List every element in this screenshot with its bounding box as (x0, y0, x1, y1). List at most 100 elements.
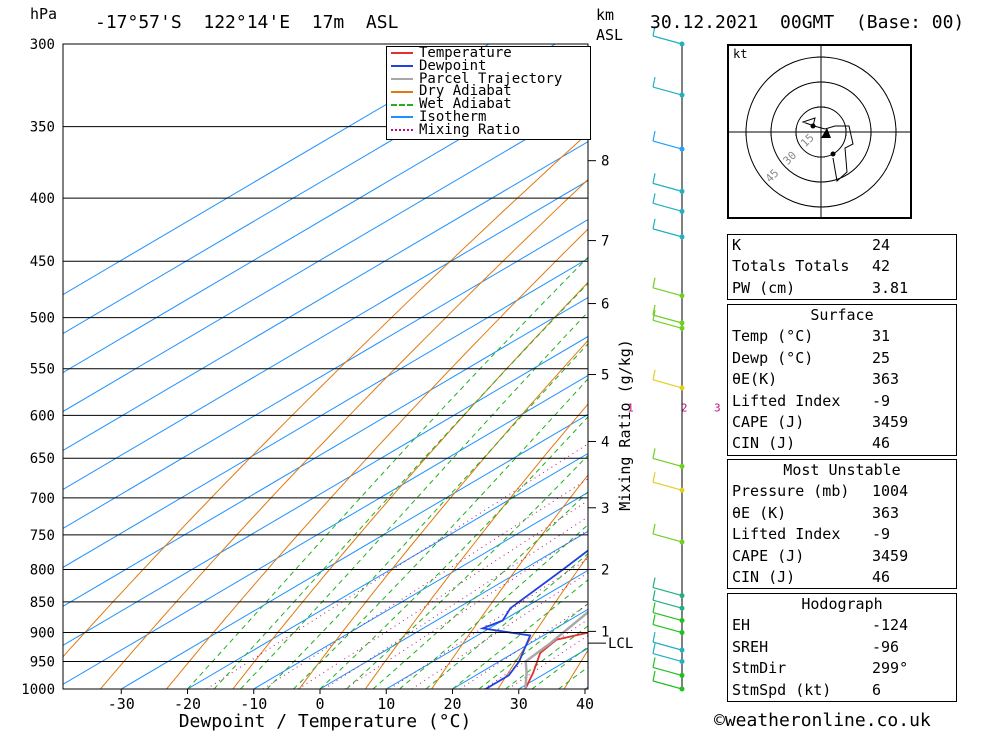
hodograph: 15 30 45 kt (727, 44, 912, 219)
mixing-ratio-label: 3 (714, 401, 721, 414)
x-tick-label: -30 (108, 695, 135, 713)
legend-item: Mixing Ratio (387, 123, 590, 137)
wind-barb-feather (652, 76, 656, 88)
x-tick-label: 10 (377, 695, 395, 713)
table-row: θE (K) 363 (728, 503, 956, 524)
wind-barb (652, 599, 683, 609)
wind-barb-feather (652, 670, 656, 682)
row-key: Lifted Index (732, 525, 841, 544)
wind-barb-feather (652, 472, 656, 483)
mixing-ratio-line (323, 516, 588, 689)
row-key: Temp (°C) (732, 327, 814, 346)
table-row: Lifted Index -9 (728, 524, 956, 545)
wind-barb-feather (652, 523, 656, 535)
isotherm-line (319, 530, 588, 689)
row-key: Pressure (mb) (732, 482, 850, 501)
wind-barb-feather (652, 369, 656, 380)
pressure-tick-label: 700 (30, 491, 55, 507)
wet-adiabat-line (240, 311, 588, 689)
pressure-tick-label: 650 (30, 451, 55, 467)
x-tick-label: -10 (240, 695, 267, 713)
legend-label: Dewpoint (419, 57, 487, 74)
pressure-tick-label: 750 (30, 528, 55, 544)
pressure-tick-label: 1000 (21, 682, 55, 698)
wet-adiabat-line (372, 491, 588, 689)
row-value: 299° (872, 659, 909, 678)
legend-label: Temperature (419, 45, 512, 61)
mixing-ratio-line (344, 529, 588, 689)
wind-barb-feather (652, 590, 656, 601)
legend-swatch (391, 103, 413, 106)
wind-barb (652, 140, 683, 150)
row-value: 6 (872, 680, 882, 699)
x-tick-label: 20 (443, 695, 461, 713)
row-key: θE (K) (732, 503, 787, 522)
wind-barb (652, 287, 683, 297)
table-row: CIN (J) 46 (728, 567, 956, 588)
table-row: EH -124 (728, 615, 956, 636)
surface-table: Surface Temp (°C) 31 Dewp (°C) 25 θE(K) 363 Li… (727, 304, 957, 456)
km-tick-label: 7 (601, 234, 609, 250)
wind-barb (652, 319, 683, 329)
hodograph-title: Hodograph (801, 595, 883, 613)
wind-barb-feather (652, 218, 656, 229)
wind-barb (652, 228, 683, 238)
row-value: -9 (872, 525, 891, 544)
storm-motion-marker (821, 128, 831, 138)
isotherm-line (63, 296, 588, 607)
wind-barb (652, 623, 683, 634)
row-value: 1004 (872, 482, 909, 501)
legend-swatch (391, 65, 413, 68)
wind-barb (652, 533, 683, 543)
wind-barb-feather (652, 657, 656, 668)
wind-barb-feather (652, 602, 656, 613)
wind-barb-feather (652, 193, 656, 204)
wet-adiabat-line (213, 282, 588, 689)
pressure-tick-label: 850 (30, 595, 55, 611)
wind-barb (652, 379, 683, 389)
km-unit: km (596, 6, 615, 24)
legend-label: Parcel Trajectory (419, 70, 563, 87)
dry-adiabat-line (497, 554, 588, 689)
datetime: 30.12.2021 00GMT (Base: 00) (650, 12, 965, 33)
row-key: Totals Totals (732, 257, 850, 276)
km-tick-label: 6 (601, 297, 609, 313)
row-value: -96 (872, 637, 900, 656)
legend-label: Dry Adiabat (419, 83, 512, 100)
pressure-tick-label: 800 (30, 562, 55, 578)
row-value: 3459 (872, 546, 909, 565)
isotherm-line (63, 180, 588, 491)
isotherm-line (63, 44, 490, 296)
isotherm-line (120, 413, 588, 689)
isotherm-line (63, 257, 588, 568)
hodograph-start (810, 123, 816, 129)
x-tick-label: 30 (510, 695, 528, 713)
hodograph-table: Hodograph EH -124 SREH -96 StmDir 299° StmSpd … (727, 593, 957, 702)
row-value: -124 (872, 616, 909, 635)
wind-barb (652, 666, 683, 677)
pressure-tick-label: 600 (30, 408, 55, 424)
legend-swatch (391, 116, 413, 119)
indices-table: K 24 Totals Totals 42 PW (cm) 3.81 (727, 234, 957, 301)
legend-swatch (391, 129, 413, 132)
legend-swatch (391, 52, 413, 55)
pressure-tick-label: 400 (30, 191, 55, 207)
mixing-ratio-label: 1 (627, 401, 634, 414)
km-tick-label: 8 (601, 154, 609, 170)
table-row: Pressure (mb) 1004 (728, 481, 956, 502)
table-row: PW (cm) 3.81 (728, 278, 956, 299)
mixing-ratio-label: 2 (681, 401, 688, 414)
legend-label: Isotherm (419, 108, 487, 125)
x-tick-label: -20 (174, 695, 201, 713)
km-tick-label: 5 (601, 368, 609, 384)
wet-adiabat-line (399, 524, 588, 689)
row-key: StmDir (732, 659, 787, 678)
km-tick-label: 4 (601, 434, 609, 450)
row-key: EH (732, 616, 751, 635)
table-row: θE(K) 363 (728, 369, 956, 390)
km-tick-label: 3 (601, 501, 609, 517)
hodograph-trace (801, 117, 854, 182)
row-value: 24 (872, 236, 891, 254)
row-key: CIN (J) (732, 567, 796, 586)
table-row: Lifted Index -9 (728, 391, 956, 412)
